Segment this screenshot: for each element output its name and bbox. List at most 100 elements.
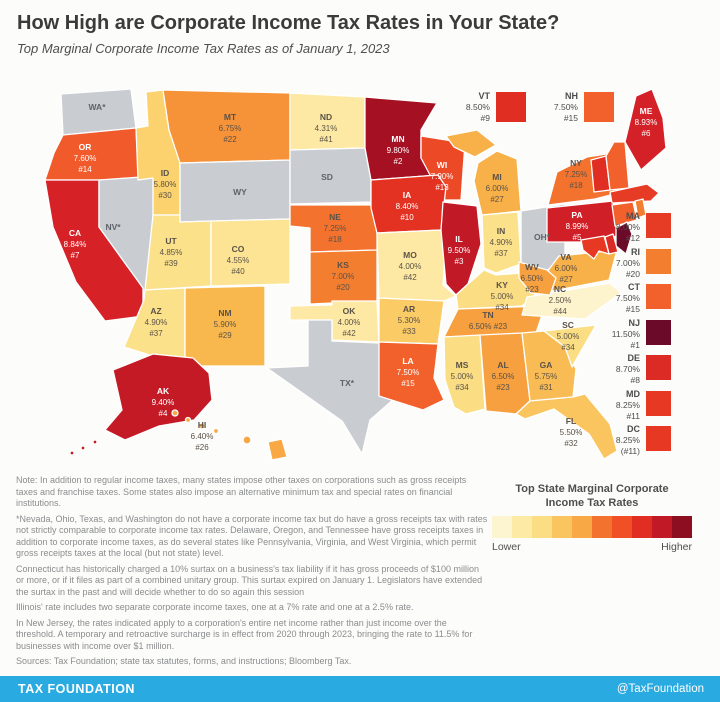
callout-swatch-NJ [646,319,671,345]
twitter-handle[interactable]: @TaxFoundation [616,683,704,695]
footnotes: Note: In addition to regular income taxe… [16,475,488,672]
note-paragraph-5: In New Jersey, the rates indicated apply… [16,617,473,651]
state-label-TN: TN 6.50% #23 [469,310,508,331]
state-label-NE: NE 7.25% #18 [324,212,347,244]
state-shape-OK [289,300,380,343]
legend-lower-label: Lower [492,541,521,553]
state-label-WI: WI 7.90% #13 [431,160,454,192]
aleutian-island [69,450,75,456]
state-label-VA: VA 6.00% #27 [555,252,578,284]
state-shape-WV [518,261,557,296]
state-shape-MD [580,235,610,260]
note-paragraph-2: *Nevada, Ohio, Texas, and Washington do … [16,513,488,559]
state-label-TX: TX* [340,378,355,388]
state-shape-CO [210,218,291,287]
state-label-AL: AL 6.50% #23 [492,360,515,392]
hawaii-big-island [267,438,288,461]
callout-swatch-DC [646,426,671,451]
sources-line: Sources: Tax Foundation; state tax statu… [16,656,352,666]
state-label-SD: SD [321,172,333,182]
callout-label-NJ: NJ 11.50% #1 [611,317,640,350]
state-shape-NM [184,285,266,367]
state-label-AR: AR 5.30% #33 [398,304,421,336]
callout-label-RI: RI 7.00% #20 [615,246,640,279]
aleutian-island [92,439,98,445]
note-paragraph-4: Illinois' rate includes two separate cor… [16,602,414,612]
callout-swatch-DE [646,355,671,380]
hawaii-island [171,409,179,417]
legend-swatch-6 [592,516,612,538]
legend: Top State Marginal Corporate Income Tax … [480,482,704,553]
callout-label-DE: DE 8.70% #8 [615,353,640,385]
callout-swatch-NH [584,92,614,122]
state-label-IL: IL 9.50% #3 [448,234,471,266]
legend-swatch-7 [612,516,632,538]
state-shape-SC [543,324,597,368]
state-label-KS: KS 7.00% #20 [332,260,355,292]
legend-swatch-9 [652,516,672,538]
state-label-CO: CO 4.55% #40 [227,244,250,276]
note-paragraph-1: Note: In addition to regular income taxe… [16,475,467,508]
hawaii-island [184,416,192,424]
state-label-IN: IN 4.90% #37 [490,226,513,258]
state-label-UT: UT 4.85% #39 [160,236,183,268]
brand-logo: TAX FOUNDATION [18,682,135,696]
state-label-GA: GA 5.75% #31 [535,360,558,392]
state-shape-LA [378,341,445,411]
us-choropleth-map: WA* OR 7.60% #14 CA 8.84% #7 NV* ID 5.80% #30 MT 6.7… [44,88,667,461]
state-label-AZ: AZ 4.90% #37 [145,306,168,338]
legend-swatch-8 [632,516,652,538]
callout-label-CT: CT 7.50% #15 [615,282,640,314]
callout-label-MA: MA 8.00% #12 [615,211,640,243]
state-label-OR: OR 7.60% #14 [74,142,97,174]
state-label-FL: FL 5.50% #32 [560,416,583,448]
state-label-WV: WV 6.50% #23 [521,262,544,294]
state-label-NV: NV* [105,222,121,232]
state-label-LA: LA 7.50% #15 [397,356,420,388]
hawaii-island [212,427,220,435]
state-shape-MA [609,183,660,204]
state-label-NY: NY 7.25% #18 [565,158,588,190]
callout-label-NH: NH 7.50% #15 [553,91,578,123]
state-label-MN: MN 9.80% #2 [387,134,410,166]
hawaii-island [242,435,252,445]
state-label-WA: WA* [89,102,107,112]
state-label-OK: OK 4.00% #42 [338,306,361,338]
callout-swatch-MA [646,213,671,238]
state-shape-NC [521,282,622,320]
state-shape-TX [266,319,396,455]
state-label-SC: SC 5.00% #34 [557,320,580,352]
state-label-PA: PA 8.99% #5 [566,210,589,242]
state-shape-NH [605,141,630,191]
legend-swatch-5 [572,516,592,538]
legend-swatch-10 [672,516,692,538]
state-label-HI: HI 6.40% #26 [191,420,214,452]
callout-label-VT: VT 8.50% #9 [465,91,490,123]
page-subtitle: Top Marginal Corporate Income Tax Rates … [17,41,390,56]
state-label-WY: WY [233,187,247,197]
state-shape-AK [104,353,213,441]
state-label-OH: OH* [534,232,551,242]
state-shape-ME [624,88,667,171]
state-label-MO: MO 4.00% #42 [399,250,422,282]
state-label-CA: CA 8.84% #7 [64,228,87,260]
page-title: How High are Corporate Income Tax Rates … [17,12,560,34]
note-paragraph-3: Connecticut has historically charged a 1… [16,563,483,597]
state-label-MI: MI 6.00% #27 [486,172,509,204]
callout-swatch-VT [496,92,526,122]
state-label-ME: ME 8.93% #6 [635,106,658,138]
state-shape-WA [60,88,137,136]
callout-swatch-CT [646,284,671,309]
legend-swatch-3 [532,516,552,538]
legend-swatch-4 [552,516,572,538]
aleutian-island [80,445,86,451]
state-label-KY: KY 5.00% #34 [491,280,514,312]
state-label-MT: MT 6.75% #22 [219,112,242,144]
footer-bar: TAX FOUNDATION @TaxFoundation [0,676,720,702]
state-label-ND: ND 4.31% #41 [315,112,338,144]
legend-swatch-1 [492,516,512,538]
state-shape-CT [611,201,638,227]
state-shape-FL [515,393,618,460]
callout-label-DC: DC 8.25% (#11) [615,424,640,456]
legend-higher-label: Higher [661,541,692,553]
